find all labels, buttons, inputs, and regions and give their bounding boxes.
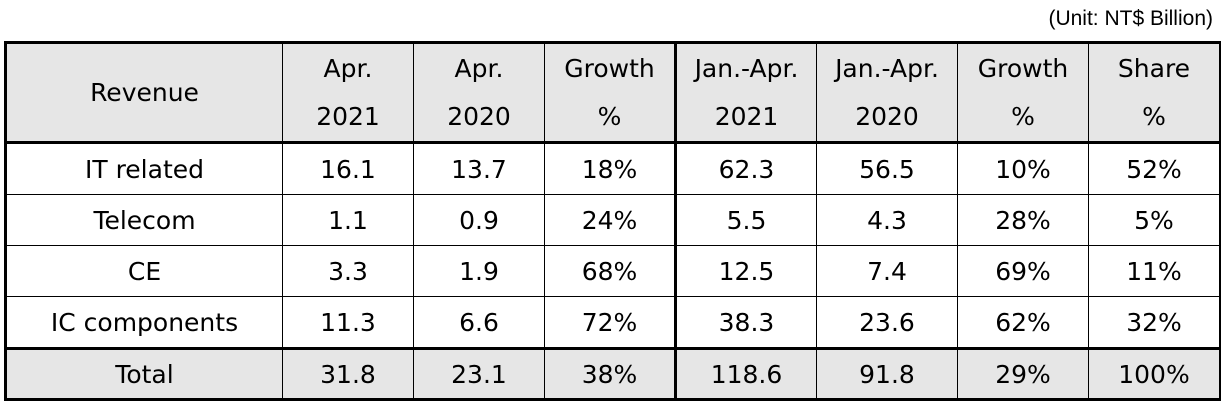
- table-cell: 38.3: [674, 296, 817, 349]
- total-cell: 38%: [544, 348, 676, 400]
- table-cell: 69%: [957, 245, 1089, 297]
- table-cell: 72%: [544, 296, 676, 349]
- row-label: IT related: [5, 142, 283, 195]
- table-row: CE 3.3 1.9 68% 12.5 7.4 69% 11%: [5, 245, 1221, 297]
- total-row: Total 31.8 23.1 38% 118.6 91.8 29% 100%: [5, 348, 1221, 400]
- table-cell: 56.5: [816, 142, 958, 195]
- header-revenue-label: Revenue: [90, 77, 199, 107]
- header-line2: 2020: [855, 101, 919, 131]
- table-cell: 1.1: [282, 194, 414, 246]
- table-cell: 23.6: [816, 296, 958, 349]
- table-cell: 3.3: [282, 245, 414, 297]
- table-cell: 32%: [1088, 296, 1221, 349]
- table-cell: 52%: [1088, 142, 1221, 195]
- row-label: CE: [5, 245, 283, 297]
- table-cell: 6.6: [413, 296, 545, 349]
- table-cell: 18%: [544, 142, 676, 195]
- header-apr-2020: Apr. 2020: [413, 42, 545, 143]
- header-row: Revenue Apr. 2021 Apr. 2020 Growth % Jan…: [5, 42, 1221, 143]
- table-cell: 0.9: [413, 194, 545, 246]
- table-cell: 5.5: [674, 194, 817, 246]
- table-cell: 28%: [957, 194, 1089, 246]
- header-line2: 2020: [447, 101, 511, 131]
- header-growth-monthly: Growth %: [544, 42, 676, 143]
- header-growth-ytd: Growth %: [957, 42, 1089, 143]
- table-row: IT related 16.1 13.7 18% 62.3 56.5 10% 5…: [5, 142, 1221, 195]
- header-line1: Jan.-Apr.: [694, 53, 799, 83]
- header-line2: 2021: [714, 101, 779, 131]
- revenue-table: Revenue Apr. 2021 Apr. 2020 Growth % Jan…: [4, 41, 1221, 401]
- header-line1: Growth: [977, 53, 1069, 83]
- header-jan-apr-2021: Jan.-Apr. 2021: [674, 42, 817, 143]
- table-cell: 4.3: [816, 194, 958, 246]
- unit-note: (Unit: NT$ Billion): [1048, 7, 1213, 30]
- total-cell: 118.6: [674, 348, 817, 400]
- table-row: Telecom 1.1 0.9 24% 5.5 4.3 28% 5%: [5, 194, 1221, 246]
- total-cell: 100%: [1088, 348, 1221, 400]
- header-line2: %: [597, 101, 622, 131]
- table-cell: 5%: [1088, 194, 1221, 246]
- header-line2: %: [1142, 101, 1166, 131]
- header-line1: Growth: [564, 53, 655, 83]
- header-apr-2021: Apr. 2021: [282, 42, 414, 143]
- total-cell: 23.1: [413, 348, 545, 400]
- table-cell: 68%: [544, 245, 676, 297]
- table-cell: 11.3: [282, 296, 414, 349]
- header-line1: Share: [1117, 53, 1191, 83]
- header-line1: Apr.: [323, 53, 373, 83]
- table-cell: 1.9: [413, 245, 545, 297]
- row-label: Telecom: [5, 194, 283, 246]
- header-jan-apr-2020: Jan.-Apr. 2020: [816, 42, 958, 143]
- table-cell: 62%: [957, 296, 1089, 349]
- table-cell: 62.3: [674, 142, 817, 195]
- table-cell: 13.7: [413, 142, 545, 195]
- total-cell: 29%: [957, 348, 1089, 400]
- table-cell: 24%: [544, 194, 676, 246]
- table-cell: 10%: [957, 142, 1089, 195]
- total-cell: 31.8: [282, 348, 414, 400]
- total-label: Total: [5, 348, 283, 400]
- total-cell: 91.8: [816, 348, 958, 400]
- table-cell: 16.1: [282, 142, 414, 195]
- header-share: Share %: [1088, 42, 1221, 143]
- table-cell: 11%: [1088, 245, 1221, 297]
- table-row: IC components 11.3 6.6 72% 38.3 23.6 62%…: [5, 296, 1221, 349]
- row-label: IC components: [5, 296, 283, 349]
- header-revenue: Revenue: [5, 42, 283, 143]
- table-cell: 7.4: [816, 245, 958, 297]
- header-line2: 2021: [316, 101, 380, 131]
- header-line1: Jan.-Apr.: [835, 53, 939, 83]
- header-line1: Apr.: [454, 53, 504, 83]
- header-line2: %: [1011, 101, 1035, 131]
- table-cell: 12.5: [674, 245, 817, 297]
